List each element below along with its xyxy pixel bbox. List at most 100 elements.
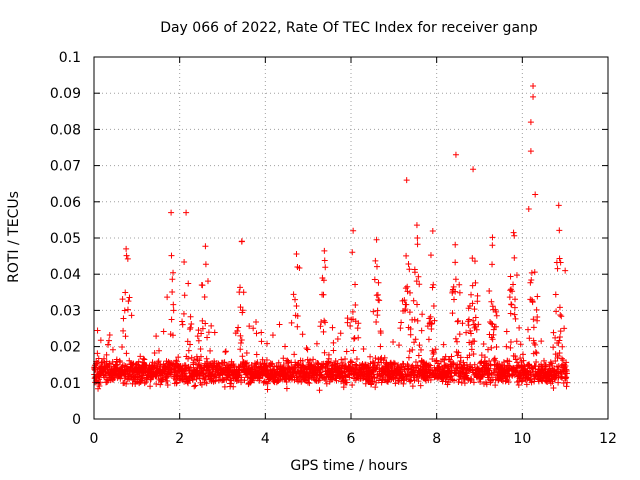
data-point <box>369 358 376 365</box>
data-point <box>520 357 527 364</box>
data-point <box>414 317 421 324</box>
data-point <box>550 384 557 391</box>
data-point <box>555 340 562 347</box>
data-point <box>540 357 547 364</box>
data-point <box>169 289 176 296</box>
data-point <box>415 273 422 280</box>
data-point <box>185 347 192 354</box>
y-tick-label: 0.06 <box>50 195 81 211</box>
data-point <box>529 299 536 306</box>
data-point <box>291 351 298 358</box>
data-point <box>483 381 490 388</box>
data-point <box>321 257 328 264</box>
data-point <box>402 285 409 292</box>
data-point <box>512 296 519 303</box>
data-point <box>552 291 559 298</box>
data-point <box>290 291 297 298</box>
data-point <box>212 378 219 385</box>
data-point <box>414 362 421 369</box>
data-point <box>562 267 569 274</box>
data-point <box>400 380 407 387</box>
data-point <box>185 380 192 387</box>
data-point <box>253 330 260 337</box>
data-point <box>556 304 563 311</box>
data-point <box>192 360 199 367</box>
data-point <box>316 387 323 394</box>
data-point <box>423 360 430 367</box>
data-point <box>511 254 518 261</box>
data-point <box>355 334 362 341</box>
data-point <box>198 330 205 337</box>
data-point <box>417 382 424 389</box>
data-point <box>554 265 561 272</box>
data-point <box>407 331 414 338</box>
data-point <box>463 329 470 336</box>
data-point <box>505 378 512 385</box>
data-point <box>164 378 171 385</box>
data-point <box>415 352 422 359</box>
data-point <box>492 323 499 330</box>
data-point <box>364 362 371 369</box>
data-point <box>198 381 205 388</box>
data-point <box>538 338 545 345</box>
data-point <box>486 358 493 365</box>
data-point <box>185 355 192 362</box>
data-point <box>433 357 440 364</box>
data-point <box>557 259 564 266</box>
data-point <box>532 341 539 348</box>
data-point <box>352 281 359 288</box>
data-point <box>469 300 476 307</box>
data-point <box>94 350 101 357</box>
y-axis-label: ROTI / TECUs <box>6 191 22 283</box>
data-point <box>405 260 412 267</box>
data-point <box>559 343 566 350</box>
data-point <box>294 312 301 319</box>
data-point <box>508 301 515 308</box>
data-point <box>418 346 425 353</box>
grid <box>94 57 608 419</box>
data-point <box>187 324 194 331</box>
data-point <box>427 313 434 320</box>
data-point <box>243 349 250 356</box>
data-point <box>412 359 419 366</box>
data-point <box>442 353 449 360</box>
data-point <box>512 356 519 363</box>
data-point <box>238 374 245 381</box>
data-point <box>554 353 561 360</box>
data-point <box>230 383 237 390</box>
data-point <box>468 346 475 353</box>
x-tick-label: 2 <box>175 431 184 447</box>
data-point <box>199 317 206 324</box>
data-point <box>490 331 497 338</box>
data-point <box>530 93 537 100</box>
data-point <box>349 249 356 256</box>
data-point <box>179 318 186 325</box>
data-point <box>141 380 148 387</box>
data-point <box>552 334 559 341</box>
data-point <box>392 380 399 387</box>
x-tick-label: 12 <box>599 431 617 447</box>
data-point <box>523 381 530 388</box>
data-point <box>211 329 218 336</box>
data-point <box>151 350 158 357</box>
data-point <box>468 291 475 298</box>
data-point <box>96 382 103 389</box>
data-point <box>512 353 519 360</box>
data-point <box>534 317 541 324</box>
data-point <box>237 340 244 347</box>
y-tick-label: 0.09 <box>50 86 81 102</box>
data-point <box>329 324 336 331</box>
data-point <box>197 346 204 353</box>
data-point <box>367 353 374 360</box>
data-point <box>376 297 383 304</box>
data-point <box>488 320 495 327</box>
data-point <box>391 360 398 367</box>
data-point <box>510 281 517 288</box>
data-point <box>375 279 382 286</box>
data-point <box>430 281 437 288</box>
data-point <box>264 386 271 393</box>
data-point <box>191 357 198 364</box>
data-point <box>442 378 449 385</box>
data-point <box>173 379 180 386</box>
